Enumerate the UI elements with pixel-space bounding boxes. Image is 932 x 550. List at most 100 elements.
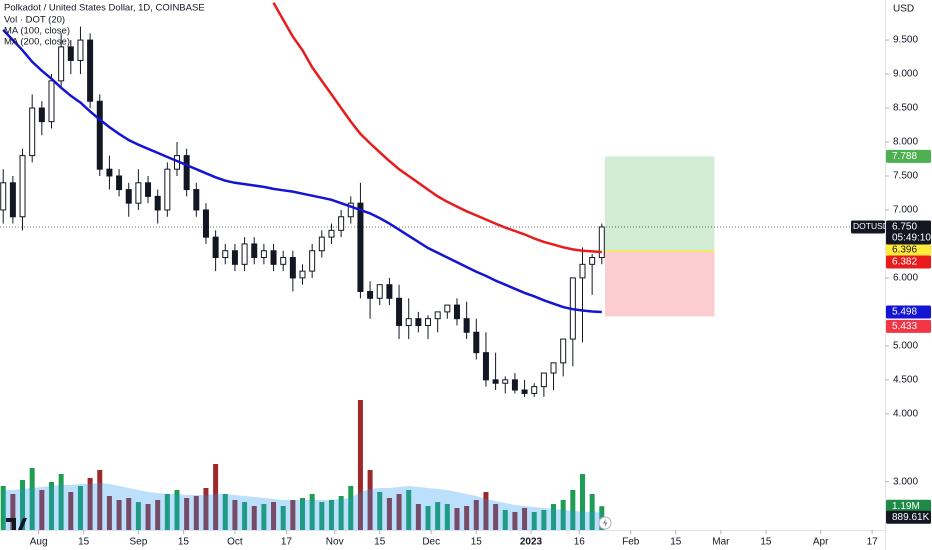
last-price-label: 6.750 [892,222,917,233]
volume-bar [222,494,228,530]
y-tick-label: 6.000 [893,273,918,284]
volume-bar [328,500,334,530]
volume-ma-tag: 889.61K [886,510,931,524]
x-tick-label: Oct [227,537,243,548]
ma-line [2,29,602,314]
volume-bar [145,504,151,530]
volume-bar [522,508,528,530]
stop-tag: 5.433 [886,319,931,333]
candle-body [212,236,219,259]
entry-tag-label: 6.396 [892,245,917,256]
y-tick-label: 4.000 [893,408,918,419]
volume-bar [116,500,122,530]
x-tick-label: 15 [471,537,483,548]
volume-bar [251,506,257,530]
candle-body [241,243,248,265]
volume-bar [589,494,595,530]
x-tick-label: Sep [129,537,147,548]
volume-bar [106,496,112,530]
icon-bolt[interactable] [603,518,608,528]
candle-body [415,318,422,326]
volume-bar [512,512,518,530]
volume-bar [483,492,489,530]
chart-title: Polkadot / United States Dollar, 1D, COI… [4,3,205,14]
x-tick-label: Mar [712,537,730,548]
legend-volume: Vol · DOT (20) [4,15,65,26]
candle-body [492,379,499,384]
candle-body [511,379,518,391]
position-profit [605,156,715,252]
x-tick-label: 15 [178,537,190,548]
target-tag: 7.788 [886,149,931,163]
volume-bar [20,480,26,530]
volume-bar [319,502,325,530]
candle-body [560,338,567,364]
candle-body [251,243,258,259]
volume-tag-label: 1.19M [892,501,920,512]
candle-body [598,226,605,259]
volume-bar [10,494,16,530]
y-tick-label: 8.000 [893,137,918,148]
countdown-label: 05:49:10 [892,233,931,244]
candle-body [396,297,403,326]
volume-bar [415,504,421,530]
volume-bar [164,494,170,530]
volume-bar [77,486,83,530]
plot-area [0,2,885,530]
volume-bar [396,494,402,530]
volume-bar [454,508,460,530]
candle-body [376,284,383,299]
candle-body [125,189,132,204]
candle-body [328,229,335,238]
volume-bar [39,490,45,530]
y-tick-label: 5.000 [893,340,918,351]
candle-body [193,189,200,211]
x-tick-label: Dec [422,537,440,548]
candle-body [299,270,306,279]
candle-body [357,202,364,293]
symbol-label: DOTUSD [853,221,889,231]
candle-body [260,250,267,259]
candle-body [453,304,460,320]
candle-body [164,168,171,211]
candle-body [347,202,354,218]
ma100-tag-label: 5.498 [892,307,917,318]
volume-ma-tag-bg [886,510,931,524]
x-tick-label: 17 [281,537,293,548]
candle-body [289,257,296,279]
volume-bar [493,504,499,530]
legend: Polkadot / United States Dollar, 1D, COI… [4,3,205,48]
ma100-tag: 5.498 [886,305,931,319]
candle-body [473,331,480,354]
candle-body [0,182,7,211]
axes: 3.0004.0004.5005.0005.5006.0006.5007.000… [30,35,932,548]
volume-bar [357,400,363,530]
logo-shape [6,518,27,530]
volume-bar [406,490,412,530]
position-loss [605,251,715,317]
y-tick-label: 4.500 [893,374,918,385]
volume-bar [541,510,547,530]
x-tick-label: 2023 [520,537,543,548]
candle-body [405,318,412,326]
volume-bar [560,500,566,530]
candle-body [318,236,325,252]
volume-bar [348,486,354,530]
candle-body [87,39,94,102]
replay-icon[interactable] [598,516,612,530]
ma100-tag-bg [886,305,931,319]
candle-body [9,182,16,218]
volume-bar [261,504,267,530]
candle-body [96,100,103,170]
stop-tag-label: 5.433 [892,321,917,332]
volume-bar [367,470,373,530]
volume-bar [0,486,6,530]
candle-body [550,362,557,374]
volume-bar [502,510,508,530]
x-tick-label: 17 [867,537,879,548]
volume-bar [242,502,248,530]
volume-tag: 1.19M [886,499,931,513]
candle-body [589,257,596,265]
candle-body [231,250,238,265]
